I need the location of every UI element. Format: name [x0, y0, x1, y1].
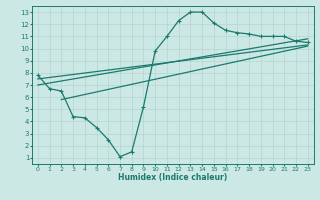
X-axis label: Humidex (Indice chaleur): Humidex (Indice chaleur)	[118, 173, 228, 182]
